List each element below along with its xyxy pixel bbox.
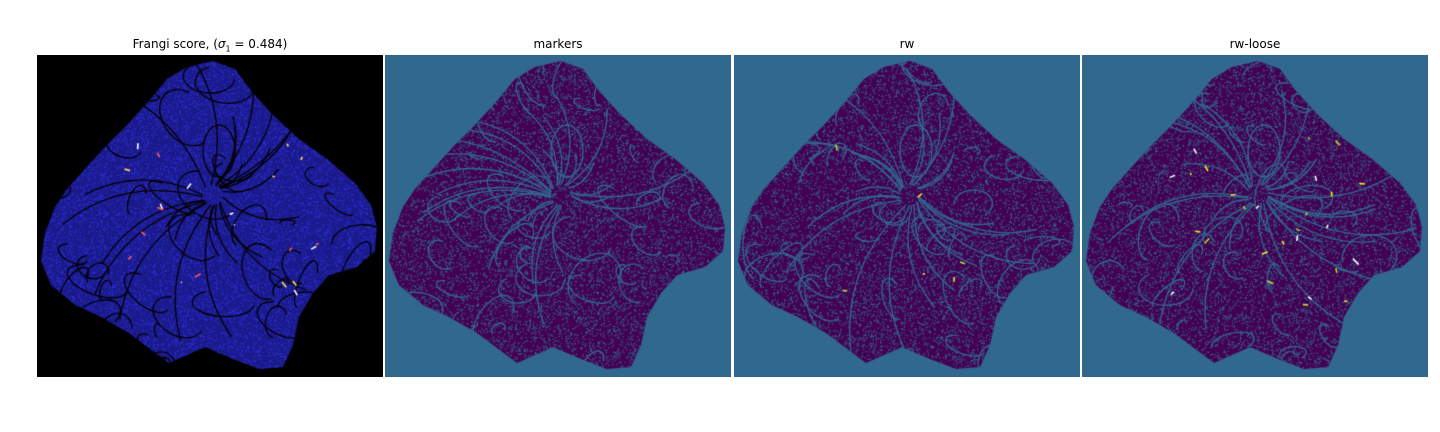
panel-title-rw-loose: rw-loose <box>1229 37 1281 51</box>
panel-frangi: Frangi score, (σ1 = 0.484) <box>37 34 383 378</box>
panel-rw: rw <box>734 34 1080 378</box>
panel-title-markers: markers <box>533 37 583 51</box>
panel-rw-loose: rw-loose <box>1082 34 1428 378</box>
rw-loose-image <box>1082 55 1428 377</box>
markers-image <box>385 55 731 377</box>
panel-title-rw: rw <box>899 37 915 51</box>
frangi-score-image <box>37 55 383 377</box>
panel-title-frangi: Frangi score, (σ1 = 0.484) <box>37 34 383 54</box>
rw-image <box>734 55 1080 377</box>
title-sigma: σ <box>217 37 226 51</box>
title-suffix: = 0.484) <box>230 37 288 51</box>
title-prefix: Frangi score, ( <box>132 37 218 51</box>
title-subscript: 1 <box>225 44 231 54</box>
panel-markers: markers <box>385 34 731 378</box>
